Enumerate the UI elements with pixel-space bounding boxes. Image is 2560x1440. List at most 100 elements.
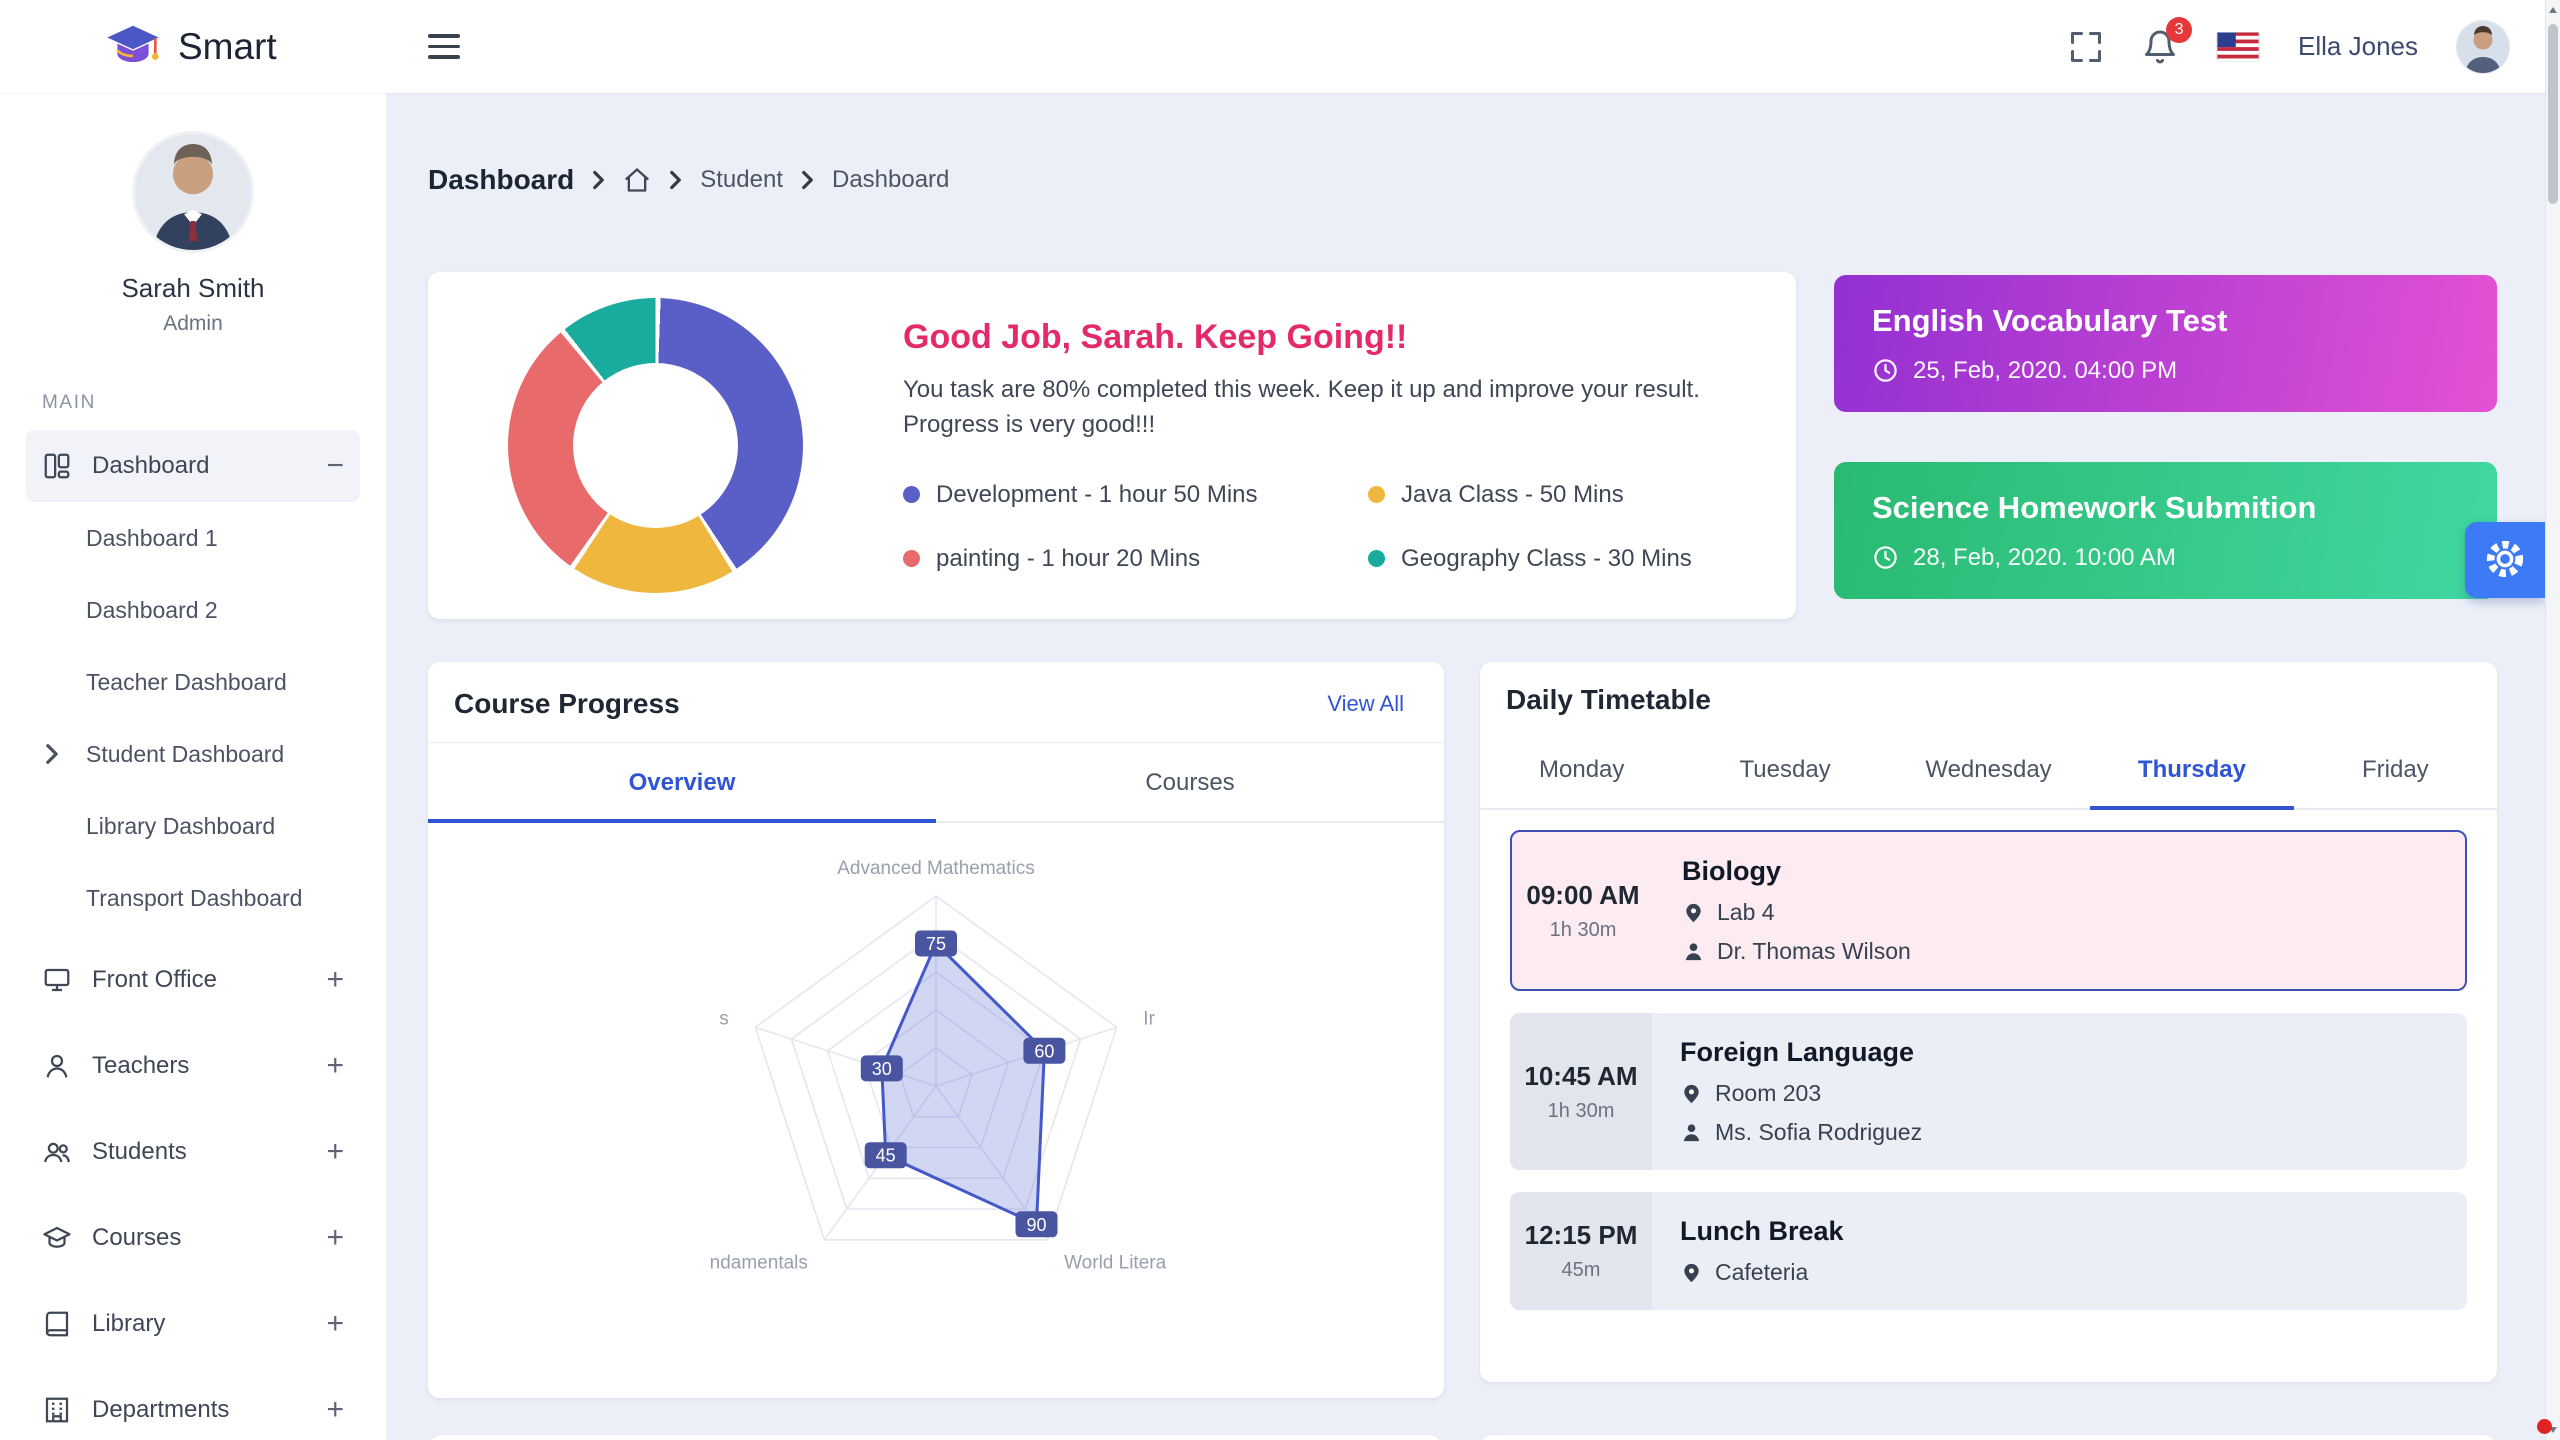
- sidebar-item-courses[interactable]: Courses +: [26, 1202, 360, 1274]
- radar-chart: 75 60 90 45 30 Advanced Mathematics Ir Worl…: [710, 858, 1167, 1273]
- collapse-minus-icon[interactable]: −: [326, 449, 344, 482]
- expand-plus-icon[interactable]: +: [326, 1307, 344, 1340]
- event-card-science-homework-submition[interactable]: Science Homework Submition 28, Feb, 2020.…: [1834, 462, 2497, 599]
- page-scrollbar[interactable]: [2545, 0, 2560, 1440]
- header-actions: 3 Ella Jones: [2068, 16, 2560, 74]
- scroll-down-arrow[interactable]: [2546, 1422, 2560, 1438]
- view-all-link[interactable]: View All: [1327, 691, 1404, 716]
- breadcrumb-parent[interactable]: Student: [700, 166, 783, 193]
- timetable-entry-body: Biology Lab 4 Dr. Thomas Wilson: [1654, 832, 1911, 989]
- expand-plus-icon[interactable]: +: [326, 1135, 344, 1168]
- sidebar-subitem-label: Library Dashboard: [86, 812, 276, 839]
- sidebar-item-label: Library: [92, 1310, 166, 1337]
- entry-teacher-text: Ms. Sofia Rodriguez: [1715, 1119, 1923, 1145]
- weekly-progress-donut-chart: [508, 298, 803, 593]
- timetable-entry-foreign-language[interactable]: 10:45 AM 1h 30m Foreign Language Room 203 Ms…: [1510, 1013, 2467, 1170]
- day-tab-friday[interactable]: Friday: [2294, 730, 2497, 808]
- expand-plus-icon[interactable]: +: [326, 963, 344, 996]
- user-photo-icon: [2457, 20, 2509, 73]
- tab-courses[interactable]: Courses: [936, 743, 1444, 821]
- day-tab-monday[interactable]: Monday: [1480, 730, 1683, 808]
- donut-legend: Development - 1 hour 50 Mins Java Class -…: [903, 481, 1760, 573]
- profile-photo[interactable]: [132, 131, 254, 253]
- breadcrumb-section[interactable]: Dashboard: [428, 164, 575, 195]
- svg-text:45: 45: [876, 1146, 896, 1166]
- header-user-name[interactable]: Ella Jones: [2298, 31, 2418, 61]
- sidebar-subitem-dashboard-2[interactable]: Dashboard 2: [26, 574, 360, 646]
- chevron-right-icon: [44, 743, 60, 765]
- chevron-right-icon: [669, 170, 682, 190]
- sidebar-item-label: Front Office: [92, 966, 217, 993]
- day-tab-thursday[interactable]: Thursday: [2090, 730, 2295, 810]
- daily-timetable-title: Daily Timetable: [1506, 684, 1711, 715]
- location-pin-icon: [1682, 901, 1705, 924]
- fullscreen-button[interactable]: [2068, 29, 2104, 65]
- day-tab-tuesday[interactable]: Tuesday: [1683, 730, 1886, 808]
- entry-time: 09:00 AM: [1526, 879, 1640, 910]
- notifications-button[interactable]: 3: [2142, 16, 2193, 65]
- timetable-day-tabs: Monday Tuesday Wednesday Thursday Friday: [1480, 730, 2497, 810]
- app-header: Smart 3: [0, 0, 2560, 93]
- sidebar-subitem-student-dashboard[interactable]: Student Dashboard: [26, 718, 360, 790]
- departments-icon: [42, 1395, 72, 1425]
- sidebar-subitem-teacher-dashboard[interactable]: Teacher Dashboard: [26, 646, 360, 718]
- header-avatar[interactable]: [2456, 19, 2510, 74]
- sidebar-menu-items: Front Office + Teachers + Students + Courses + L…: [26, 944, 360, 1440]
- sidebar-item-front-office[interactable]: Front Office +: [26, 944, 360, 1016]
- sidebar-subitem-transport-dashboard[interactable]: Transport Dashboard: [26, 862, 360, 934]
- sidebar-item-teachers[interactable]: Teachers +: [26, 1030, 360, 1102]
- timetable-entry-biology[interactable]: 09:00 AM 1h 30m Biology Lab 4 Dr. Thomas Wil…: [1510, 830, 2467, 991]
- event-card-english-vocabulary-test[interactable]: English Vocabulary Test 25, Feb, 2020. 04…: [1834, 275, 2497, 412]
- event-datetime: 28, Feb, 2020. 10:00 AM: [1872, 544, 2497, 572]
- gear-icon: [2483, 537, 2527, 584]
- sidebar-subitem-dashboard-1[interactable]: Dashboard 1: [26, 502, 360, 574]
- expand-plus-icon[interactable]: +: [326, 1221, 344, 1254]
- settings-fab-button[interactable]: [2465, 522, 2545, 598]
- dashboard-icon: [42, 451, 72, 481]
- recording-indicator-dot: [2537, 1419, 2552, 1434]
- scrollbar-thumb[interactable]: [2548, 24, 2558, 204]
- expand-plus-icon[interactable]: +: [326, 1049, 344, 1082]
- students-icon: [42, 1137, 72, 1167]
- timetable-entry-body: Foreign Language Room 203 Ms. Sofia Rodrig…: [1652, 1013, 1922, 1170]
- sidebar-item-label: Dashboard: [92, 452, 210, 479]
- sidebar-item-dashboard[interactable]: Dashboard −: [26, 430, 360, 502]
- entry-location: Lab 4: [1682, 899, 1911, 926]
- notification-badge: 3: [2166, 16, 2193, 43]
- sidebar-subitem-label: Dashboard 1: [86, 524, 218, 551]
- language-flag-button[interactable]: [2216, 31, 2260, 62]
- legend-item: Development - 1 hour 50 Mins: [903, 481, 1358, 509]
- sidebar-item-departments[interactable]: Departments +: [26, 1374, 360, 1440]
- legend-color-dot: [1368, 486, 1385, 504]
- home-icon[interactable]: [623, 166, 651, 194]
- menu-toggle-button[interactable]: [428, 30, 468, 64]
- daily-timetable-card: Daily Timetable Monday Tuesday Wednesday Th…: [1480, 662, 2497, 1382]
- tab-overview[interactable]: Overview: [428, 743, 936, 823]
- sidebar-item-library[interactable]: Library +: [26, 1288, 360, 1360]
- sidebar-item-students[interactable]: Students +: [26, 1116, 360, 1188]
- sidebar: Sarah Smith Admin MAIN Dashboard − Dashb…: [0, 93, 387, 1440]
- timetable-entry-lunch-break[interactable]: 12:15 PM 45m Lunch Break Cafeteria: [1510, 1192, 2467, 1310]
- legend-label: Java Class - 50 Mins: [1401, 480, 1624, 508]
- sidebar-subitem-label: Student Dashboard: [86, 740, 285, 767]
- entry-time: 12:15 PM: [1524, 1220, 1638, 1250]
- expand-plus-icon[interactable]: +: [326, 1393, 344, 1426]
- entry-location-text: Cafeteria: [1715, 1259, 1809, 1285]
- next-row-peek: [428, 1435, 2497, 1440]
- entry-location-text: Room 203: [1715, 1080, 1822, 1106]
- sidebar-item-label: Teachers: [92, 1052, 190, 1079]
- sidebar-subitem-library-dashboard[interactable]: Library Dashboard: [26, 790, 360, 862]
- sidebar-subitem-label: Transport Dashboard: [86, 884, 303, 911]
- legend-color-dot: [903, 486, 920, 504]
- main-content: Dashboard Student Dashboard Good Job, Sa…: [387, 93, 2545, 1440]
- location-pin-icon: [1680, 1261, 1703, 1284]
- event-datetime-text: 25, Feb, 2020. 04:00 PM: [1913, 356, 2178, 384]
- entry-subject: Biology: [1682, 856, 1781, 886]
- app-logo[interactable]: Smart: [0, 23, 387, 71]
- day-tab-wednesday[interactable]: Wednesday: [1887, 730, 2090, 808]
- front-office-icon: [42, 965, 72, 995]
- scroll-up-arrow[interactable]: [2546, 2, 2560, 18]
- courses-icon: [42, 1223, 72, 1253]
- legend-label: Geography Class - 30 Mins: [1401, 544, 1692, 572]
- svg-text:Ir: Ir: [1143, 1009, 1155, 1030]
